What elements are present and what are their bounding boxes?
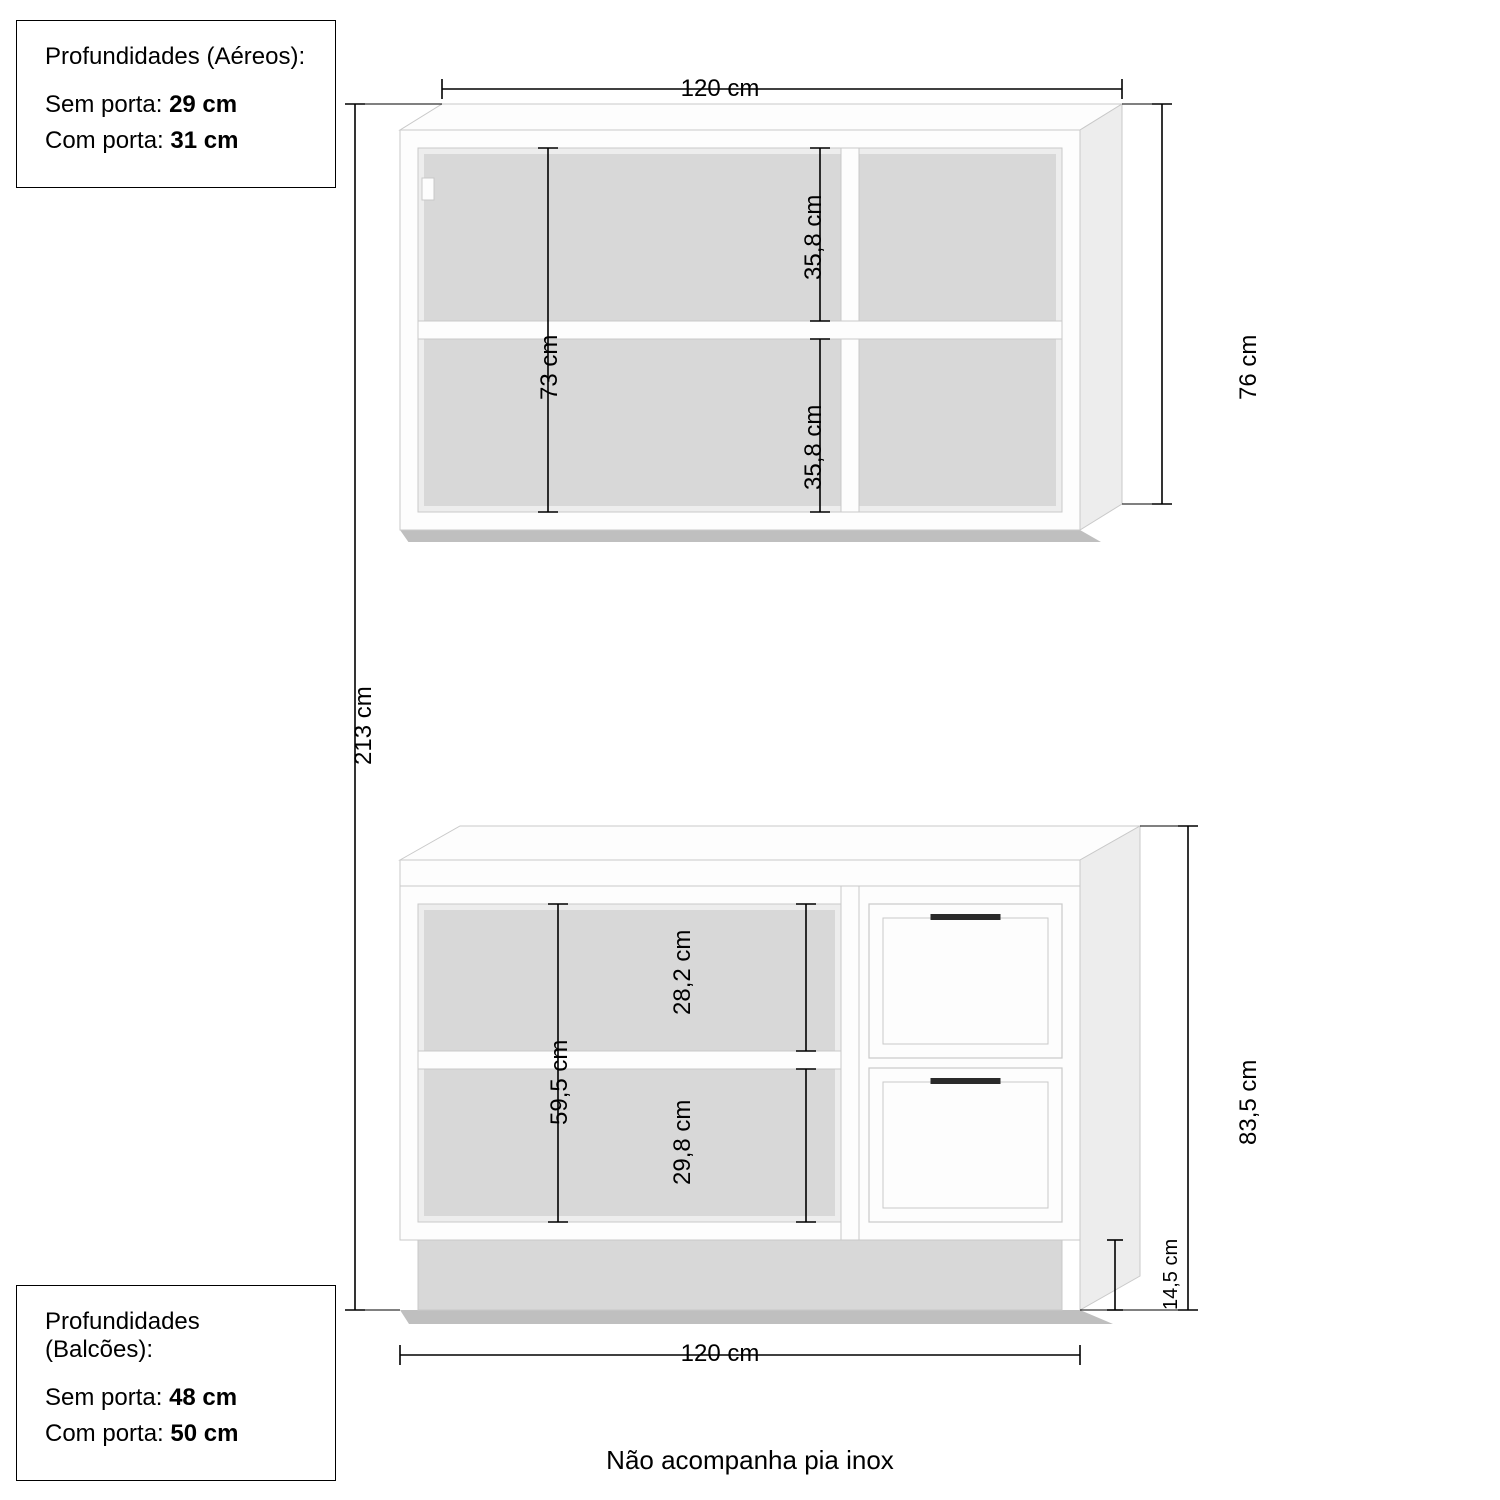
dim-upper-height-int: 73 cm xyxy=(536,335,564,400)
dim-upper-width: 120 cm xyxy=(620,75,820,103)
dim-upper-shelf-a: 35,8 cm xyxy=(800,195,828,280)
dim-lower-toe: 14,5 cm xyxy=(1160,1239,1183,1310)
cabinet-svg xyxy=(260,70,1290,1430)
dim-total-height: 213 cm xyxy=(350,686,378,765)
dim-upper-shelf-b: 35,8 cm xyxy=(800,405,828,490)
dim-lower-shelf-a: 28,2 cm xyxy=(669,930,697,1015)
dim-lower-height-int: 59,5 cm xyxy=(546,1040,574,1125)
cabinet-drawing xyxy=(260,70,1290,1430)
dim-lower-height-ext: 83,5 cm xyxy=(1235,1060,1263,1145)
footnote: Não acompanha pia inox xyxy=(0,1445,1500,1476)
dim-lower-width: 120 cm xyxy=(620,1340,820,1368)
dim-lower-shelf-b: 29,8 cm xyxy=(669,1100,697,1185)
dim-upper-height-ext: 76 cm xyxy=(1235,335,1263,400)
depth-box-upper-title: Profundidades (Aéreos): xyxy=(45,43,307,71)
